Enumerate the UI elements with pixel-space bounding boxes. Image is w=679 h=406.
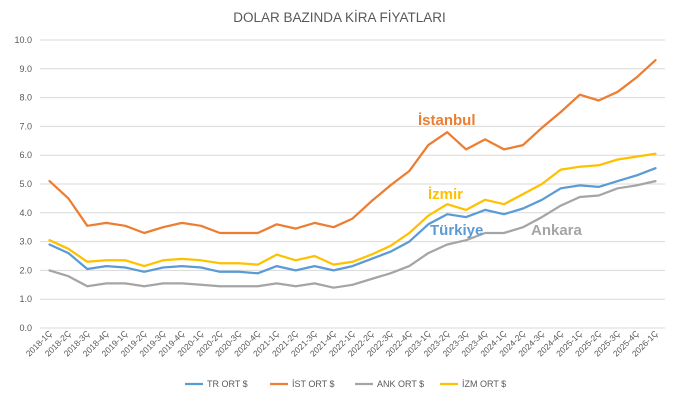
y-tick-label: 3.0	[19, 237, 32, 247]
annotation-izmir: İzmir	[428, 186, 463, 203]
y-tick-label: 1.0	[19, 294, 32, 304]
x-axis-ticks: 2018-1Ç2018-2Ç2018-3Ç2018-4Ç2019-1Ç2019-…	[24, 328, 660, 358]
series-line-3	[48, 152, 657, 268]
series-line-1	[48, 59, 657, 235]
y-tick-label: 5.0	[19, 179, 32, 189]
legend-label: TR ORT $	[207, 379, 248, 389]
legend-label: ANK ORT $	[377, 379, 424, 389]
y-tick-label: 9.0	[19, 64, 32, 74]
legend: TR ORT $ İST ORT $ ANK ORT $ İZM ORT $	[185, 379, 506, 389]
y-tick-label: 7.0	[19, 121, 32, 131]
legend-label: İZM ORT $	[462, 379, 506, 389]
y-tick-label: 10.0	[14, 35, 32, 45]
series-lines	[48, 59, 657, 289]
annotation-turkiye: Türkiye	[430, 222, 483, 239]
annotation-istanbul: İstanbul	[418, 112, 476, 129]
y-tick-label: 0.0	[19, 323, 32, 333]
series-line-0	[48, 167, 657, 275]
y-tick-label: 8.0	[19, 93, 32, 103]
annotation-ankara: Ankara	[531, 222, 583, 239]
series-line-2	[48, 179, 657, 289]
chart-title: DOLAR BAZINDA KİRA FİYATLARI	[233, 10, 446, 25]
y-axis-ticks: 0.0 1.0 2.0 3.0 4.0 5.0 6.0 7.0 8.0 9.0 10.0	[14, 35, 32, 333]
y-tick-label: 2.0	[19, 265, 32, 275]
legend-label: İST ORT $	[292, 379, 335, 389]
gridlines	[40, 39, 665, 329]
y-tick-label: 4.0	[19, 208, 32, 218]
y-tick-label: 6.0	[19, 150, 32, 160]
